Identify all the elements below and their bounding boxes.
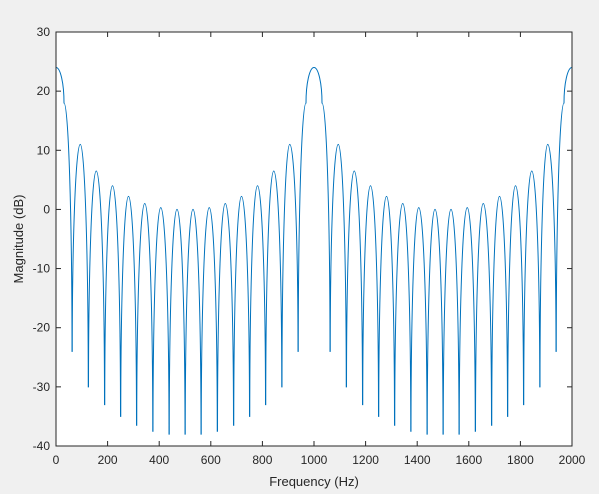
y-axis-label: Magnitude (dB) [11,195,26,284]
y-tick-label: 20 [37,84,51,98]
y-tick-label: -10 [33,262,51,276]
y-tick-label: 30 [37,25,51,39]
y-tick-label: -40 [33,439,51,453]
y-tick-label: 0 [43,202,50,216]
x-tick-label: 2000 [559,453,586,467]
x-tick-label: 800 [252,453,272,467]
x-tick-label: 600 [201,453,221,467]
x-tick-label: 1800 [507,453,534,467]
x-tick-label: 400 [149,453,169,467]
y-tick-label: -20 [33,321,51,335]
x-tick-label: 200 [98,453,118,467]
x-tick-label: 1000 [301,453,328,467]
x-tick-label: 0 [53,453,60,467]
ticks-layer: 0 200 400 600 800 1000 1200 1400 1600 1800 2000-40… [33,25,586,467]
y-tick-label: -30 [33,380,51,394]
series-layer [55,66,573,435]
plot-area [56,32,572,446]
x-tick-label: 1400 [404,453,431,467]
x-tick-label: 1200 [352,453,379,467]
x-tick-label: 1600 [455,453,482,467]
y-tick-label: 10 [37,143,51,157]
series-line [55,66,573,435]
x-axis-label: Frequency (Hz) [269,474,359,489]
axes-box [55,31,573,447]
